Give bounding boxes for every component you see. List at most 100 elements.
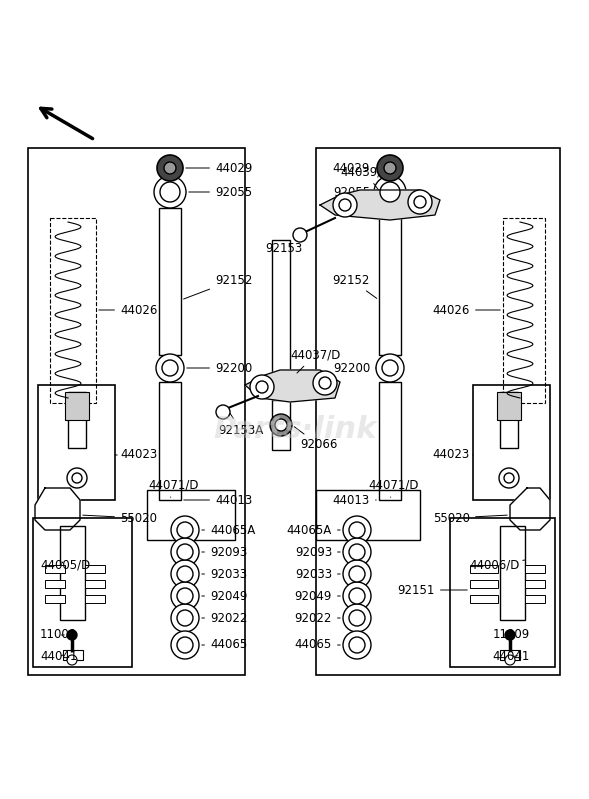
Circle shape	[349, 610, 365, 626]
Text: 92033: 92033	[202, 567, 247, 581]
Circle shape	[72, 473, 82, 483]
Bar	[33, 518, 132, 667]
Polygon shape	[510, 488, 550, 530]
Bar	[85, 595, 105, 603]
Text: 92055: 92055	[189, 185, 252, 198]
Text: 44065A: 44065A	[287, 523, 340, 536]
Text: 92049: 92049	[202, 590, 247, 602]
Circle shape	[408, 190, 432, 214]
Circle shape	[333, 193, 357, 217]
Text: 44041: 44041	[40, 650, 77, 663]
Text: 92033: 92033	[295, 567, 340, 581]
Bar	[473, 385, 550, 500]
Circle shape	[177, 637, 193, 653]
Polygon shape	[35, 488, 80, 530]
Circle shape	[171, 560, 199, 588]
Text: 44039/D: 44039/D	[340, 165, 391, 190]
Circle shape	[256, 381, 268, 393]
Bar	[147, 490, 235, 540]
Circle shape	[157, 155, 183, 181]
Circle shape	[343, 631, 371, 659]
Text: 92066: 92066	[294, 427, 337, 451]
Circle shape	[250, 375, 274, 399]
Polygon shape	[245, 370, 340, 402]
Text: 92153: 92153	[265, 237, 303, 255]
Bar	[379, 208, 401, 355]
Circle shape	[349, 637, 365, 653]
Text: 44041: 44041	[492, 650, 530, 663]
Bar	[500, 392, 518, 448]
Text: 92093: 92093	[294, 546, 340, 559]
Text: 11009: 11009	[40, 629, 77, 642]
Bar	[85, 580, 105, 588]
Circle shape	[177, 522, 193, 538]
Text: 44037/D: 44037/D	[290, 348, 340, 373]
Circle shape	[349, 544, 365, 560]
Circle shape	[504, 473, 514, 483]
Circle shape	[171, 582, 199, 610]
Bar	[470, 580, 498, 588]
Circle shape	[339, 199, 351, 211]
Circle shape	[171, 516, 199, 544]
Text: 44071/D: 44071/D	[368, 479, 419, 497]
Circle shape	[374, 176, 406, 208]
Text: 92200: 92200	[187, 361, 252, 375]
Circle shape	[377, 155, 403, 181]
Circle shape	[164, 162, 176, 174]
Circle shape	[171, 631, 199, 659]
Circle shape	[505, 655, 515, 665]
Circle shape	[313, 371, 337, 395]
Bar	[525, 595, 545, 603]
Bar	[85, 565, 105, 573]
Text: 55020: 55020	[83, 511, 157, 524]
Text: 92022: 92022	[202, 611, 247, 625]
Bar	[500, 650, 520, 660]
Circle shape	[162, 360, 178, 376]
Circle shape	[160, 182, 180, 202]
Bar	[65, 392, 89, 420]
Text: 92200: 92200	[333, 361, 376, 375]
Bar	[497, 392, 521, 420]
Circle shape	[177, 610, 193, 626]
Bar	[45, 565, 65, 573]
Bar	[316, 148, 560, 675]
Text: 92152: 92152	[184, 273, 252, 299]
Bar	[503, 218, 545, 403]
Bar	[379, 382, 401, 500]
Circle shape	[382, 360, 398, 376]
Circle shape	[343, 560, 371, 588]
Circle shape	[171, 604, 199, 632]
Text: 92153A: 92153A	[218, 412, 263, 436]
Bar	[272, 240, 290, 390]
Text: 44029: 44029	[333, 161, 377, 174]
Bar	[50, 218, 96, 403]
Circle shape	[67, 630, 77, 640]
Bar	[525, 565, 545, 573]
Text: Parts·link: Parts·link	[213, 415, 377, 444]
Circle shape	[177, 544, 193, 560]
Text: 11009: 11009	[493, 629, 530, 642]
Text: 44029: 44029	[186, 161, 252, 174]
Circle shape	[67, 655, 77, 665]
Bar	[159, 382, 181, 500]
Text: 44065: 44065	[202, 638, 247, 651]
Bar	[470, 595, 498, 603]
Circle shape	[380, 182, 400, 202]
Circle shape	[414, 196, 426, 208]
Text: 55020: 55020	[433, 511, 507, 524]
Text: 44005/D: 44005/D	[40, 559, 90, 571]
Text: 44013: 44013	[184, 494, 252, 507]
Circle shape	[349, 566, 365, 582]
Bar	[38, 385, 115, 500]
Text: 44006/D: 44006/D	[469, 559, 525, 571]
Circle shape	[319, 377, 331, 389]
Text: 44026: 44026	[99, 304, 157, 316]
Text: 44071/D: 44071/D	[148, 479, 198, 497]
Circle shape	[216, 405, 230, 419]
Text: 44026: 44026	[433, 304, 500, 316]
Circle shape	[376, 354, 404, 382]
Circle shape	[293, 228, 307, 242]
Text: 92049: 92049	[294, 590, 340, 602]
Text: 44023: 44023	[433, 448, 473, 462]
Bar	[45, 580, 65, 588]
